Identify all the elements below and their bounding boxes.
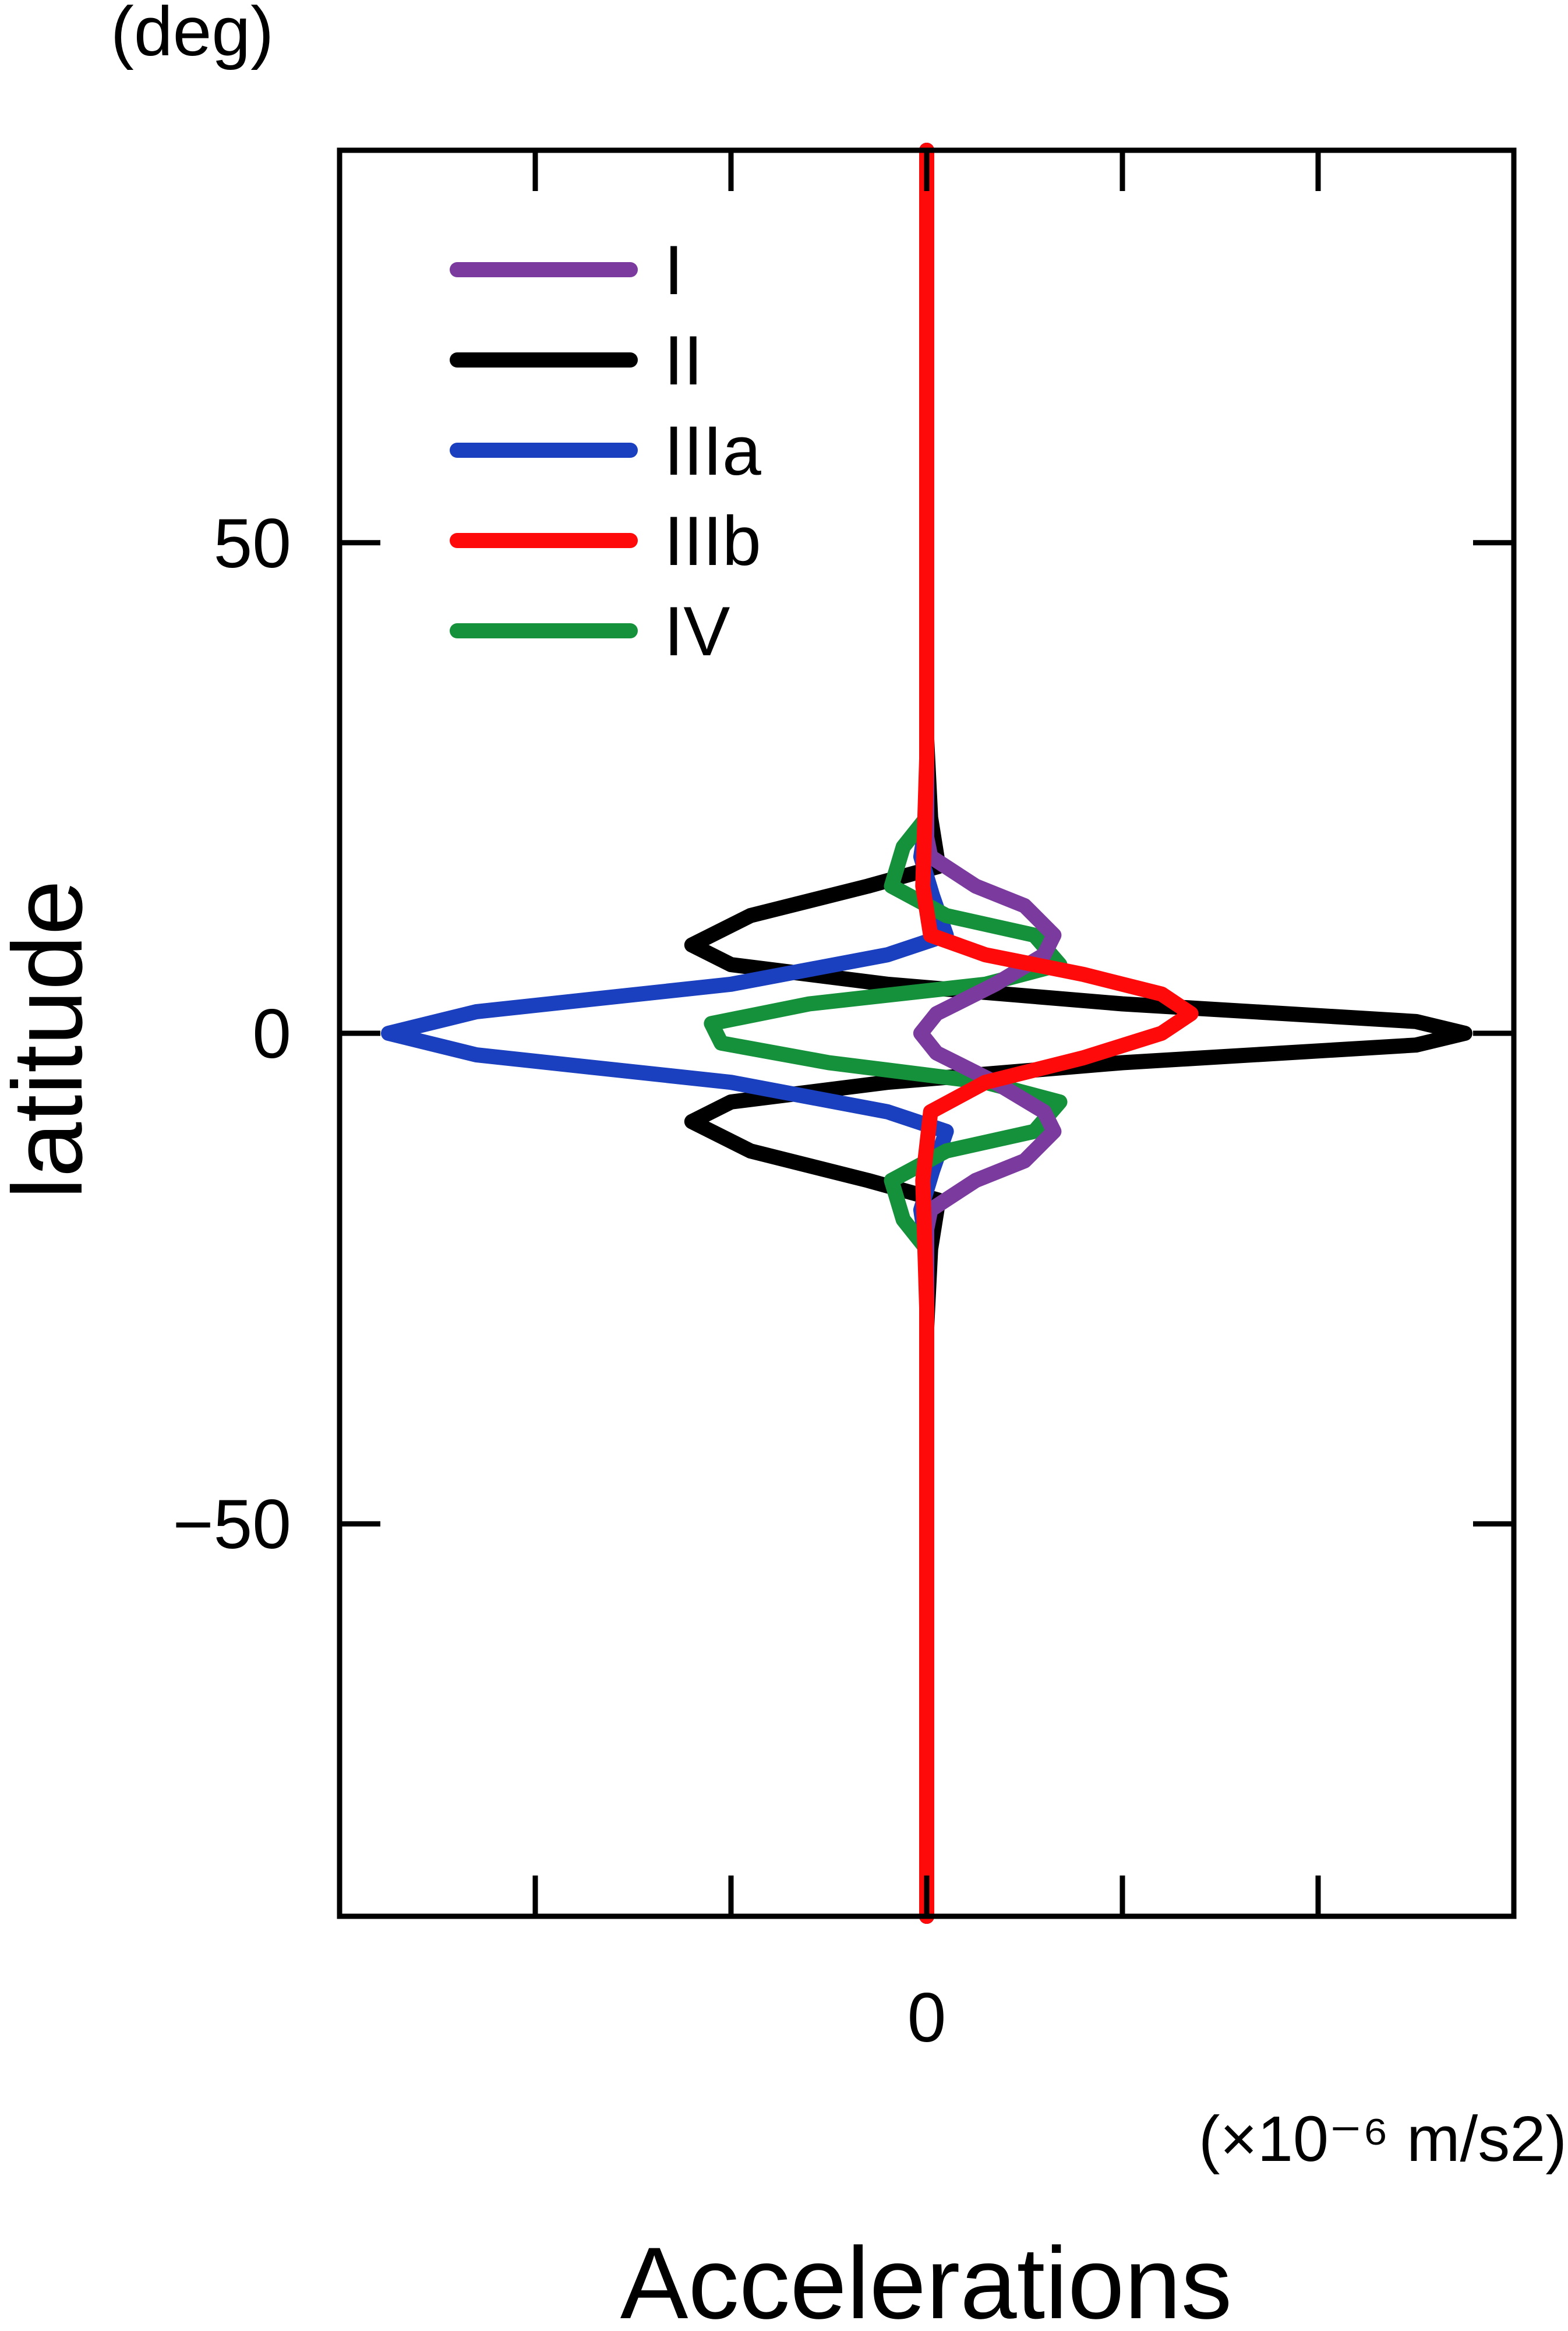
x-axis-label: Accelerations [620, 2227, 1232, 2331]
x-tick-label: 0 [907, 1979, 947, 2057]
series-line-i [913, 143, 1062, 1924]
legend-label-iiia: IIIa [664, 412, 761, 490]
y-axis-label: latitude [0, 880, 103, 1199]
plot-area [381, 143, 1472, 1924]
y-tick-label: −50 [172, 1485, 291, 1563]
legend-label-iv: IV [664, 592, 730, 670]
axis-ticks: −50 0 50 0 [172, 150, 1514, 2057]
legend-label-iiib: IIIb [664, 502, 761, 580]
y-unit-label: (deg) [111, 0, 274, 70]
x-unit-label: (×10⁻⁶ m/s2) [1199, 2103, 1567, 2175]
series-line-ii [684, 143, 1472, 1924]
legend-label-i: I [664, 231, 683, 309]
y-tick-label: 50 [214, 504, 291, 582]
legend-label-ii: II [664, 322, 703, 400]
series-line-iv [704, 143, 1068, 1924]
series-line-iiib [915, 143, 1199, 1924]
y-tick-label: 0 [252, 995, 291, 1073]
